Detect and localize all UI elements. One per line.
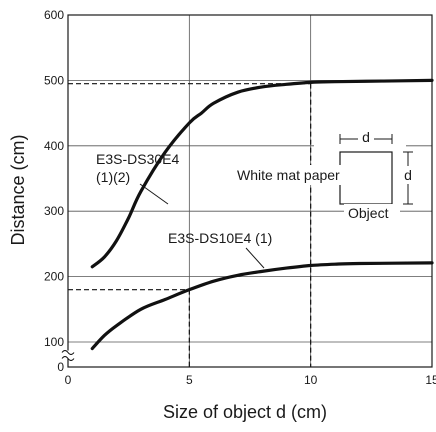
x-tick-label: 10	[304, 373, 318, 387]
axis-break-gap	[62, 350, 74, 359]
y-tick-labels: 100 200 300 400 500 600 0	[44, 8, 64, 374]
series-2-label: E3S-DS10E4 (1)	[168, 230, 272, 246]
y-tick-label: 300	[44, 204, 64, 218]
axis-break-squiggle-bottom	[61, 356, 75, 361]
x-tick-label: 5	[186, 373, 193, 387]
y-tick-label: 400	[44, 139, 64, 153]
x-tick-label: 15	[425, 373, 436, 387]
inset-dim-top-label: d	[362, 129, 370, 145]
inset-dim-right-label: d	[404, 167, 412, 183]
y-tick-label: 500	[44, 73, 64, 87]
inset-caption: Object	[348, 205, 389, 221]
series-2-label-leader	[245, 247, 265, 269]
y-axis-label: Distance (cm)	[8, 134, 28, 245]
axis-break-squiggle-top	[61, 350, 75, 355]
plot-frame	[67, 14, 433, 368]
inset-label: White mat paper	[237, 167, 340, 183]
x-tick-labels: 0 5 10 15	[65, 373, 436, 387]
y-tick-label: 600	[44, 8, 64, 22]
y-tick-label: 200	[44, 270, 64, 284]
inset-dim-top-gap	[358, 130, 374, 144]
series-1-label-line2: (1)(2)	[96, 169, 130, 185]
series-1-label-line1: E3S-DS30E4	[96, 151, 179, 167]
series-line-1	[90, 78, 434, 269]
y-tick-label-zero: 0	[57, 360, 64, 374]
x-tick-label: 0	[65, 373, 72, 387]
x-axis-label: Size of object d (cm)	[163, 402, 327, 422]
series-1-label-leader	[139, 183, 169, 205]
inset-caption-bg	[344, 204, 400, 222]
object-inset: d d White mat paper Object	[234, 129, 416, 222]
y-tick-label: 100	[44, 335, 64, 349]
axis-break-mark	[61, 350, 75, 361]
inset-dim-right-gap	[400, 166, 416, 184]
reference-lines	[68, 83, 312, 367]
series-lines	[90, 78, 434, 351]
series-line-2	[90, 261, 434, 351]
inset-label-bg	[234, 165, 374, 185]
